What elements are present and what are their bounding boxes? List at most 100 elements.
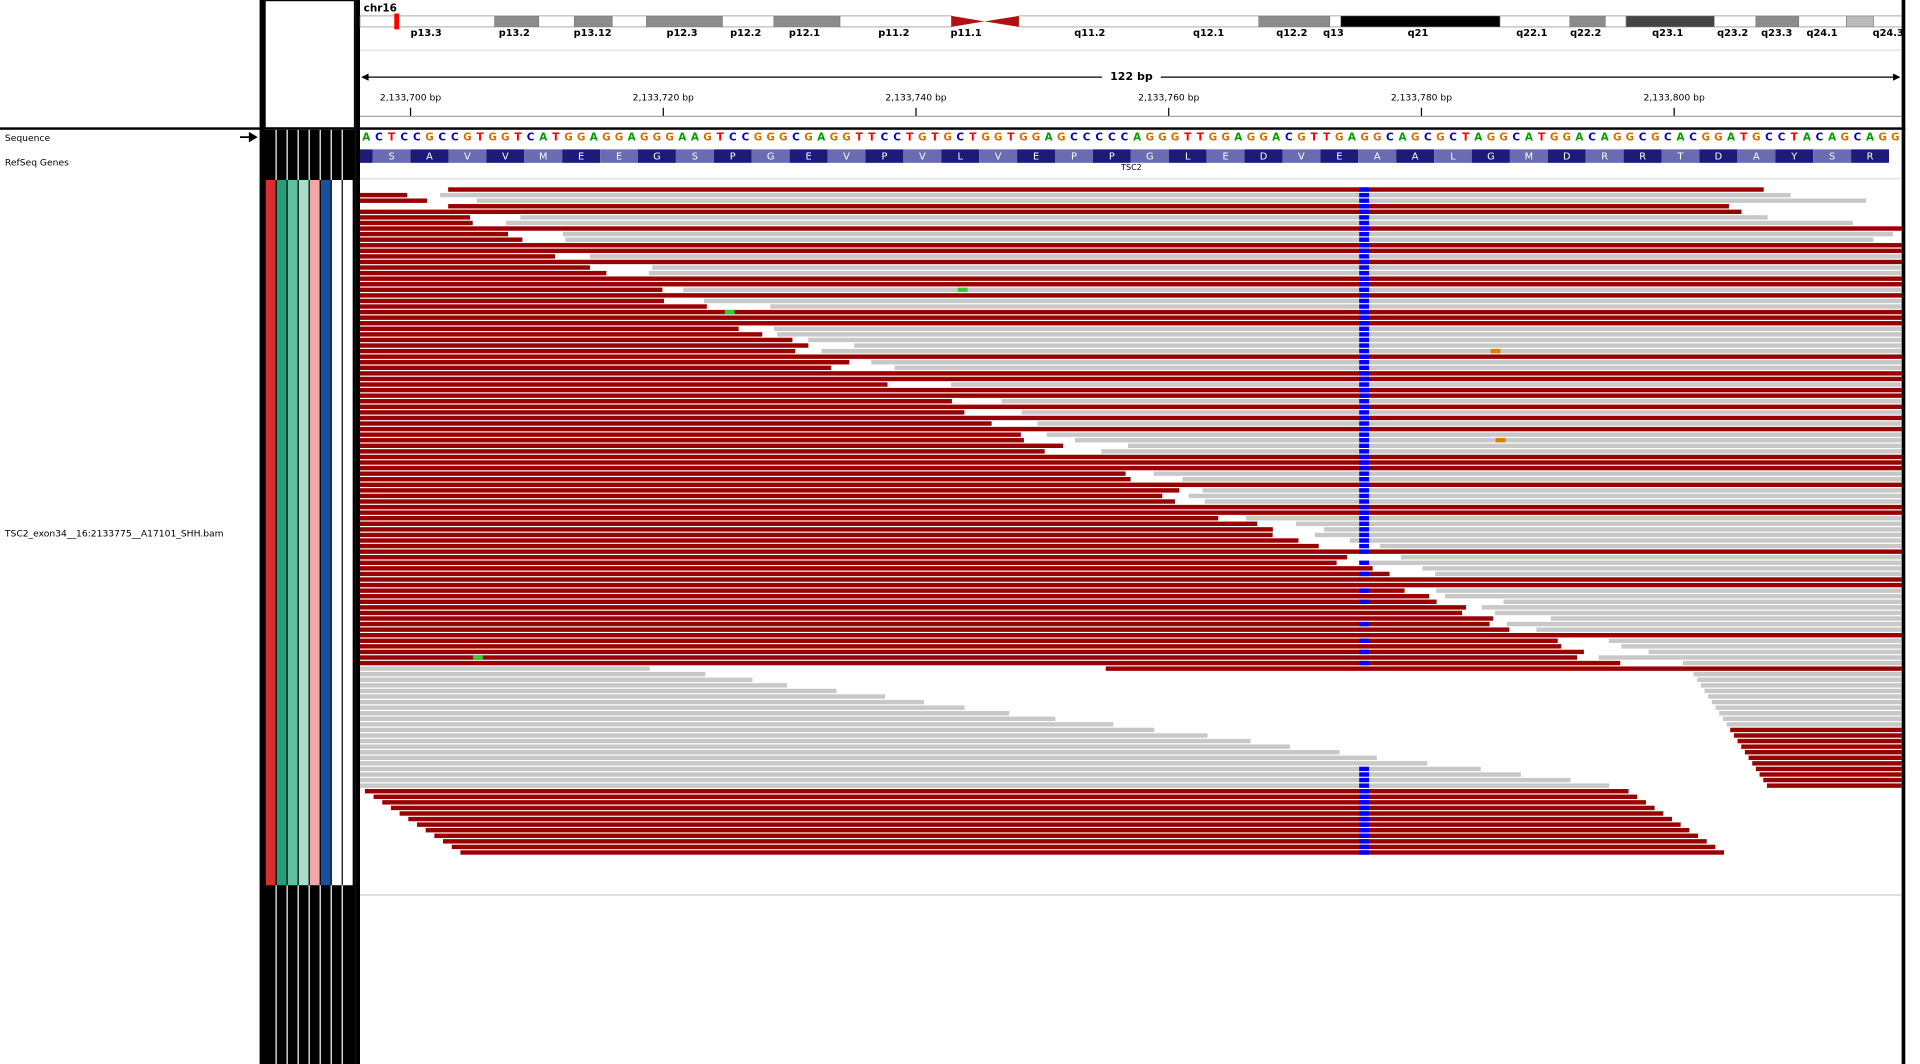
read [360,543,1319,549]
read [360,293,1902,298]
mismatch [1359,309,1369,315]
read [894,365,1902,371]
base: C [375,132,383,144]
base: A [1575,132,1583,144]
mismatch [1359,471,1369,476]
codon [1547,149,1586,163]
read [416,822,1681,827]
band-label: q23.1 [1652,28,1683,39]
codon [486,149,525,163]
amino-acid: G [1487,152,1495,163]
read [1188,493,1902,499]
read [360,477,1131,482]
band-label: p12.2 [730,28,761,39]
base: A [628,132,636,144]
base: C [956,132,964,144]
attribute-cell [309,179,320,886]
amino-acid: V [995,152,1002,163]
base: C [400,132,408,144]
read [360,471,1126,476]
read [443,839,1707,844]
codon [675,149,714,163]
base: G [1057,132,1066,144]
read [360,399,952,404]
base: C [742,132,750,144]
read [1400,555,1902,560]
base: G [1702,132,1711,144]
read [360,549,1902,554]
codon [1623,149,1662,163]
base: G [830,132,839,144]
codon [524,149,563,163]
read [360,404,1902,410]
mismatch [1359,321,1369,326]
base: T [388,132,396,144]
amino-acid: D [1563,152,1571,163]
read [360,660,1621,666]
read [1295,521,1902,527]
read [360,365,832,371]
read [360,761,1428,766]
read [425,827,1690,833]
attribute-gap [330,885,332,1064]
base: C [792,132,800,144]
band-label: q24.3 [1873,28,1904,39]
mismatch [1359,348,1369,354]
read [360,683,788,688]
mismatch [1359,337,1369,343]
read [1445,594,1902,599]
band-label: p12.1 [789,28,820,39]
codon [827,149,866,163]
base: G [918,132,927,144]
mismatch [1359,482,1369,488]
amino-acid: E [1033,152,1039,163]
base: G [1613,132,1622,144]
base: T [868,132,876,144]
base: C [1854,132,1862,144]
read [360,410,965,415]
read [360,510,1902,515]
read [360,766,1481,772]
strand-arrow[interactable] [240,131,258,143]
band [1499,15,1571,28]
mismatch [1359,621,1369,627]
band-label: p13.12 [574,28,612,39]
read [1245,516,1902,521]
read [562,231,1894,237]
read [360,309,1902,315]
base: T [1007,132,1015,144]
read [360,638,1558,643]
mismatch [1359,254,1369,259]
read [360,755,1377,760]
read [360,321,1902,326]
amino-acid: P [1071,152,1077,163]
attribute-gap [341,885,343,1064]
mismatch [1359,844,1369,850]
codon [600,149,638,163]
read [1506,621,1902,627]
attribute-cell [265,179,276,886]
band-label: p12.3 [666,28,697,39]
read [360,282,1902,287]
band [573,15,613,28]
base: T [1184,132,1192,144]
read [1182,477,1902,482]
read [360,688,837,694]
read [360,504,1902,510]
codon [1509,149,1548,163]
band [722,15,775,28]
read [360,493,1163,499]
base: G [1499,132,1508,144]
read [1621,644,1902,649]
read [390,805,1655,811]
amino-acid: V [464,152,471,163]
mismatch [1359,204,1369,209]
read [360,711,1010,716]
base: A [1474,132,1482,144]
read [360,243,1902,248]
band [1713,15,1757,28]
read [648,270,1902,276]
codon [1775,149,1814,163]
read [1481,605,1902,610]
codon [1851,149,1889,163]
